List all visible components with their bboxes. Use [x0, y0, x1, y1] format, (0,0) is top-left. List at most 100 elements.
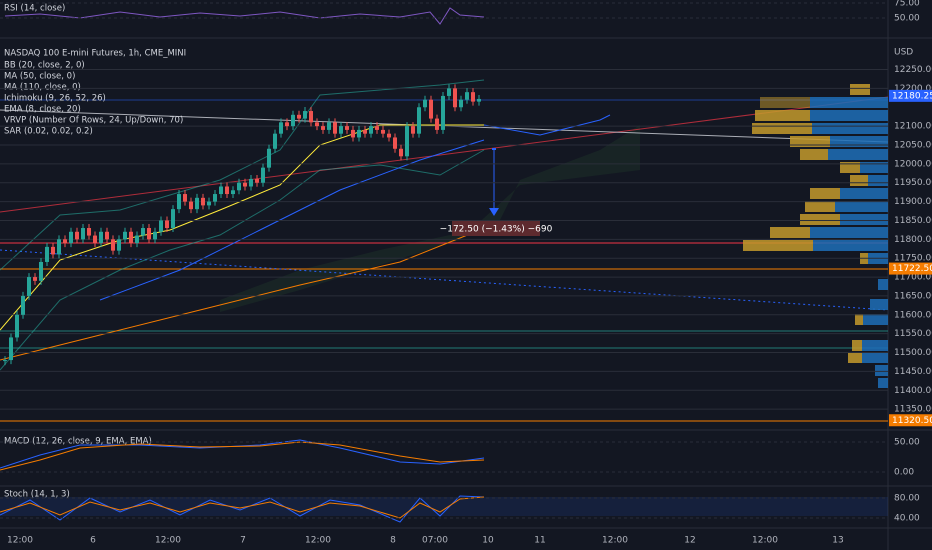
- y-tick-label: 12100.00: [894, 122, 932, 132]
- candle: [15, 314, 19, 338]
- candle: [105, 231, 109, 240]
- candle: [111, 239, 115, 251]
- y-tick-label: 11900.00: [894, 197, 932, 207]
- x-tick-label: 13: [832, 536, 843, 546]
- candle: [87, 228, 91, 236]
- bb-upper: [0, 79, 485, 271]
- candle: [453, 88, 457, 108]
- candle: [207, 201, 211, 206]
- candle: [231, 190, 235, 195]
- y-tick-label: 0.00: [894, 468, 914, 478]
- y-tick-label: 50.00: [894, 14, 920, 24]
- price-marker-label: 11722.50: [892, 264, 932, 274]
- candle: [405, 126, 409, 157]
- candle: [249, 178, 253, 187]
- candle: [21, 295, 25, 315]
- candle: [141, 228, 145, 236]
- candle: [459, 99, 463, 108]
- candle: [399, 148, 403, 157]
- x-tick-label: 12:00: [155, 536, 181, 546]
- candle: [267, 148, 271, 168]
- stoch-d: [0, 496, 485, 519]
- candle: [417, 107, 421, 134]
- y-tick-label: 11800.00: [894, 235, 932, 245]
- candle: [357, 129, 361, 138]
- y-tick-label: 11700.00: [894, 273, 932, 283]
- candle: [201, 197, 205, 206]
- y-tick-label: 75.00: [894, 0, 920, 9]
- ichimoku-cloud: [220, 125, 640, 312]
- x-tick-label: 7: [240, 536, 246, 546]
- bb-lower: [0, 149, 485, 371]
- price-marker-label: 11320.50: [892, 416, 932, 426]
- candle: [465, 92, 469, 100]
- candle: [447, 88, 451, 96]
- y-tick-label: 11850.00: [894, 216, 932, 226]
- candle: [135, 235, 139, 244]
- price-marker-label: 12180.25: [892, 91, 932, 101]
- y-tick-label: 11500.00: [894, 348, 932, 358]
- candle: [129, 231, 133, 244]
- candle: [81, 228, 85, 240]
- symbol: NASDAQ 100 E-mini Futures, 1h, CME_MINI: [4, 49, 186, 59]
- candle: [45, 246, 49, 262]
- candle: [423, 99, 427, 108]
- candle: [57, 239, 61, 255]
- candle: [381, 129, 385, 134]
- ema-line: [0, 124, 484, 331]
- candle: [27, 277, 31, 296]
- price-marker: [889, 89, 932, 102]
- ma-line: [0, 225, 491, 361]
- candle: [75, 231, 79, 240]
- candle: [159, 220, 163, 232]
- candle: [177, 194, 181, 210]
- y-tick-label: 11750.00: [894, 254, 932, 264]
- candle: [123, 231, 127, 240]
- signal-line: [0, 441, 485, 471]
- candle: [369, 126, 373, 134]
- price-marker: [889, 262, 932, 275]
- y-tick-label: 12000.00: [894, 159, 932, 169]
- y-tick-label: 12200.00: [894, 84, 932, 94]
- y-tick-label: 11350.00: [894, 405, 932, 415]
- candle: [165, 220, 169, 229]
- y-tick-label: 11550.00: [894, 329, 932, 339]
- macd-line: [0, 439, 485, 469]
- candle: [183, 194, 187, 202]
- candle: [213, 194, 217, 202]
- indicator-label: Ichimoku (9, 26, 52, 26): [4, 94, 106, 104]
- price-marker: [889, 414, 932, 427]
- candle: [51, 246, 55, 255]
- candle: [291, 114, 295, 127]
- candle: [285, 122, 289, 127]
- candle: [153, 231, 157, 240]
- y-tick-label: 80.00: [894, 494, 920, 504]
- candle: [393, 137, 397, 149]
- x-tick-label: 11: [534, 536, 545, 546]
- currency: USD: [894, 48, 913, 58]
- candle: [255, 178, 259, 183]
- measure-box: [452, 221, 540, 236]
- x-tick-label: 12:00: [305, 536, 331, 546]
- candle: [315, 122, 319, 127]
- indicator-label: MA (110, close, 0): [4, 83, 81, 93]
- y-tick-label: 11650.00: [894, 291, 932, 301]
- candle: [471, 92, 475, 102]
- candle: [3, 360, 7, 362]
- candle: [387, 133, 391, 138]
- candle: [363, 129, 367, 134]
- candle: [273, 133, 277, 149]
- indicator-label: SAR (0.02, 0.02, 0.2): [4, 127, 93, 137]
- candle: [345, 126, 349, 130]
- y-tick-label: 40.00: [894, 514, 920, 524]
- candle: [147, 228, 151, 240]
- stoch-band: [0, 497, 888, 516]
- candle: [441, 95, 445, 130]
- candle: [243, 182, 247, 187]
- x-tick-label: 12:00: [7, 536, 33, 546]
- candle: [279, 122, 283, 134]
- candle: [237, 182, 241, 191]
- indicator-label: BB (20, close, 2, 0): [4, 61, 85, 71]
